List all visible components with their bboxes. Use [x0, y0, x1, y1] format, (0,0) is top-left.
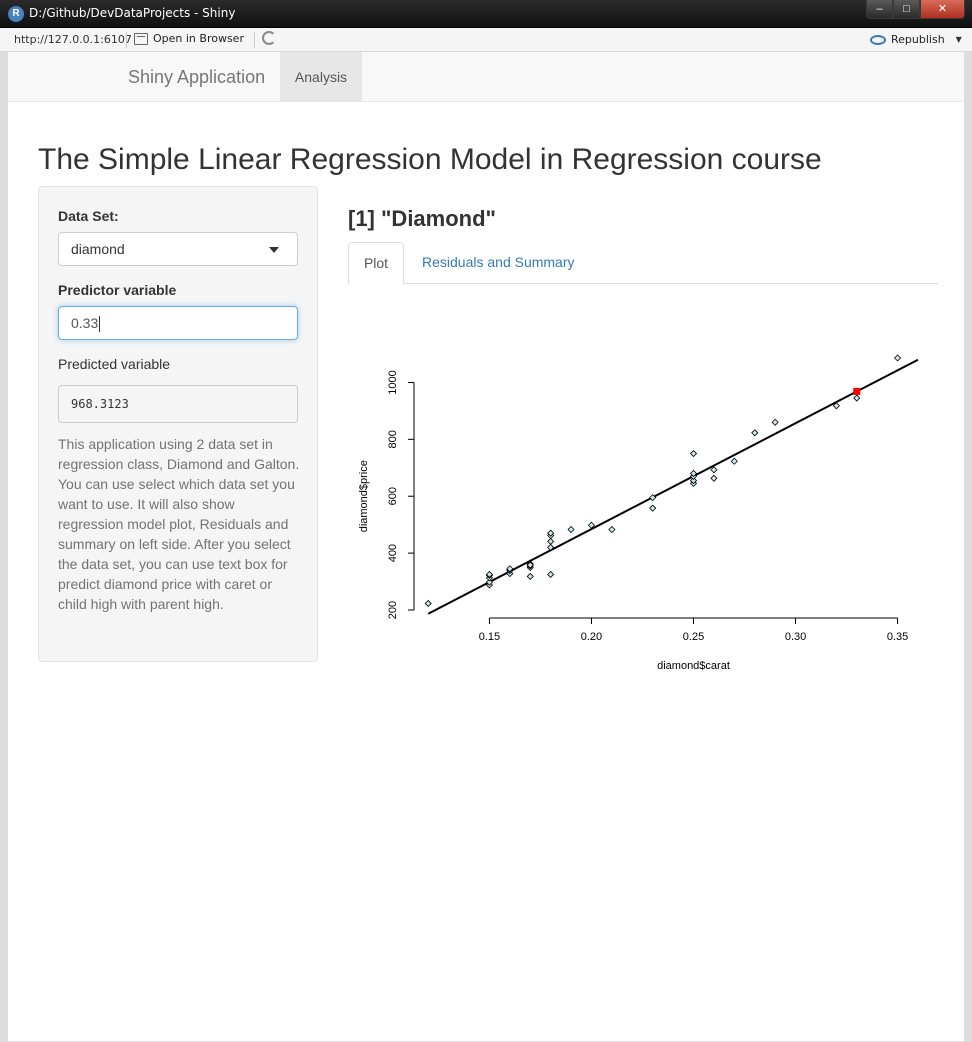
toolbar-divider	[254, 32, 255, 48]
republish-button[interactable]: Republish ▼	[870, 33, 962, 46]
regression-line	[427, 358, 919, 615]
data-point	[832, 402, 840, 410]
dataset-header: [1] "Diamond"	[348, 206, 496, 231]
window-title: D:/Github/DevDataProjects - Shiny	[29, 6, 236, 20]
data-point	[587, 521, 596, 529]
data-point	[424, 599, 432, 608]
publish-icon	[870, 34, 886, 45]
data-point	[608, 525, 616, 534]
data-point	[751, 429, 759, 437]
data-point	[547, 570, 555, 579]
data-point	[547, 543, 555, 551]
dataset-select[interactable]: diamond	[58, 232, 298, 266]
data-point	[689, 449, 698, 458]
text-cursor	[99, 316, 101, 333]
data-point	[689, 477, 698, 485]
help-text: This application using 2 data set in reg…	[58, 436, 300, 612]
data-point	[485, 570, 493, 579]
y-tick-label: 200	[387, 601, 399, 619]
data-point	[710, 474, 718, 482]
nav-tab-analysis[interactable]: Analysis	[280, 52, 362, 102]
open-in-browser-button[interactable]: Open in Browser	[134, 32, 244, 45]
navbar: Shiny Application Analysis	[8, 52, 964, 102]
y-tick-label: 600	[387, 487, 399, 505]
predictor-label: Predictor variable	[58, 282, 177, 298]
address-bar: http://127.0.0.1:6107 Open in Browser Re…	[0, 28, 972, 52]
predictor-input[interactable]: 0.33	[58, 306, 298, 340]
chevron-down-icon[interactable]: ▼	[955, 35, 962, 44]
data-point	[506, 565, 514, 573]
predictor-value: 0.33	[71, 315, 99, 331]
sidebar-panel: Data Set: diamond Predictor variable 0.3…	[38, 186, 318, 662]
y-axis-label: diamond$price	[358, 460, 370, 532]
data-point	[649, 494, 657, 502]
window-titlebar: R D:/Github/DevDataProjects - Shiny – □ …	[0, 0, 972, 28]
dataset-selected-value: diamond	[71, 241, 125, 257]
maximize-button[interactable]: □	[893, 0, 920, 19]
data-point	[485, 578, 493, 586]
data-point	[710, 466, 718, 474]
url-text[interactable]: http://127.0.0.1:6107	[14, 33, 132, 46]
data-point	[649, 504, 657, 512]
data-point	[894, 354, 902, 362]
page-title: The Simple Linear Regression Model in Re…	[38, 143, 822, 176]
browser-window-icon	[134, 32, 148, 45]
close-button[interactable]: ✕	[920, 0, 965, 19]
data-point	[547, 529, 555, 537]
data-point	[689, 469, 698, 478]
toolbar-divider	[126, 32, 127, 48]
y-tick-label: 400	[387, 544, 399, 562]
x-tick-label: 0.20	[581, 631, 602, 643]
caret-down-icon	[269, 247, 279, 253]
predicted-label: Predicted variable	[58, 356, 171, 372]
minimize-button[interactable]: –	[866, 0, 893, 19]
y-tick-label: 1000	[387, 370, 399, 394]
tabset: Plot Residuals and Summary	[348, 242, 938, 285]
tab-residuals-summary[interactable]: Residuals and Summary	[422, 254, 575, 270]
regression-scatter-chart: 0.15 0.20 0.25 0.30 0.35 diamond$carat 200 400 6…	[358, 354, 919, 672]
data-point	[526, 572, 534, 581]
navbar-brand[interactable]: Shiny Application	[128, 67, 266, 87]
republish-label: Republish	[891, 33, 945, 46]
dataset-label: Data Set:	[58, 208, 119, 224]
predicted-point	[853, 387, 861, 395]
data-point	[526, 561, 534, 569]
tab-plot[interactable]: Plot	[348, 242, 404, 285]
data-point	[567, 525, 575, 534]
x-tick-label: 0.15	[479, 631, 500, 643]
x-tick-label: 0.25	[683, 631, 704, 643]
r-app-icon: R	[8, 6, 24, 22]
regression-plot: 0.15 0.20 0.25 0.30 0.35 diamond$carat 200 400 6…	[348, 340, 928, 685]
shiny-app: Shiny Application Analysis The Simple Li…	[0, 52, 972, 1042]
data-point	[771, 418, 779, 426]
data-point	[547, 537, 555, 546]
x-tick-label: 0.30	[785, 631, 806, 643]
refresh-icon[interactable]	[262, 31, 276, 45]
data-point	[853, 394, 861, 402]
data-point	[730, 457, 738, 465]
y-tick-label: 800	[387, 430, 399, 448]
x-tick-label: 0.35	[887, 631, 908, 643]
x-axis-label: diamond$carat	[657, 660, 730, 672]
predicted-output: 968.3123	[58, 385, 298, 423]
open-in-browser-label: Open in Browser	[153, 32, 244, 45]
